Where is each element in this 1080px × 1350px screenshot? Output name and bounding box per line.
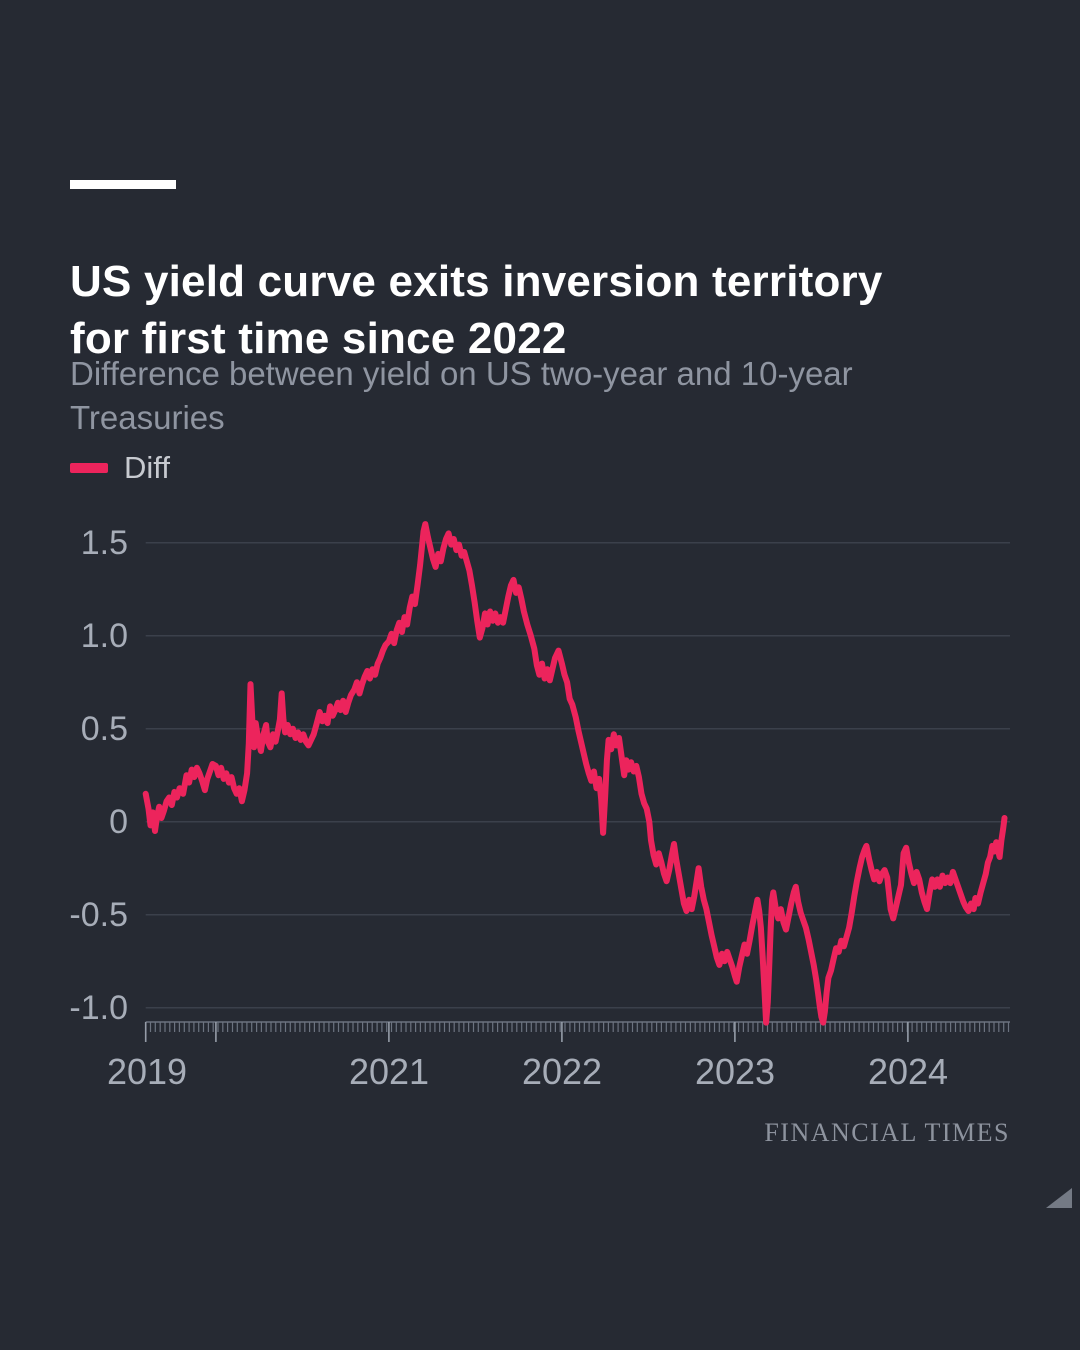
corner-fold-icon <box>1046 1188 1072 1208</box>
x-axis-label: 2022 <box>521 1051 603 1092</box>
y-axis-label: 0.5 <box>80 710 128 748</box>
series-line-diff <box>142 521 1008 1026</box>
x-axis-label: 2024 <box>867 1051 949 1092</box>
kicker-bar <box>70 180 176 189</box>
y-axis-label: 0 <box>109 803 128 841</box>
page-title: US yield curve exits inversion territory… <box>70 253 1010 367</box>
y-axis-label: -0.5 <box>69 896 128 934</box>
y-axis-label: 1.0 <box>80 617 128 655</box>
x-axis-label: 2021 <box>348 1051 430 1092</box>
x-axis-label: 2023 <box>694 1051 776 1092</box>
legend-swatch-diff <box>70 463 108 473</box>
legend-label-diff: Diff <box>124 450 170 485</box>
y-axis-label: -1.0 <box>69 989 128 1027</box>
y-axis-label: 1.5 <box>80 524 128 562</box>
subtitle-line-1: Difference between yield on US two-year … <box>70 355 853 392</box>
ft-credit: FINANCIAL TIMES <box>764 1118 1010 1147</box>
chart-subtitle: Difference between yield on US two-year … <box>70 352 1010 440</box>
legend: Diff <box>70 452 170 484</box>
title-line-2: for first time since 2022 <box>70 314 567 364</box>
x-axis-label: 2019 <box>106 1051 188 1092</box>
subtitle-line-2: Treasuries <box>70 399 225 436</box>
title-line-1: US yield curve exits inversion territory <box>70 257 883 307</box>
